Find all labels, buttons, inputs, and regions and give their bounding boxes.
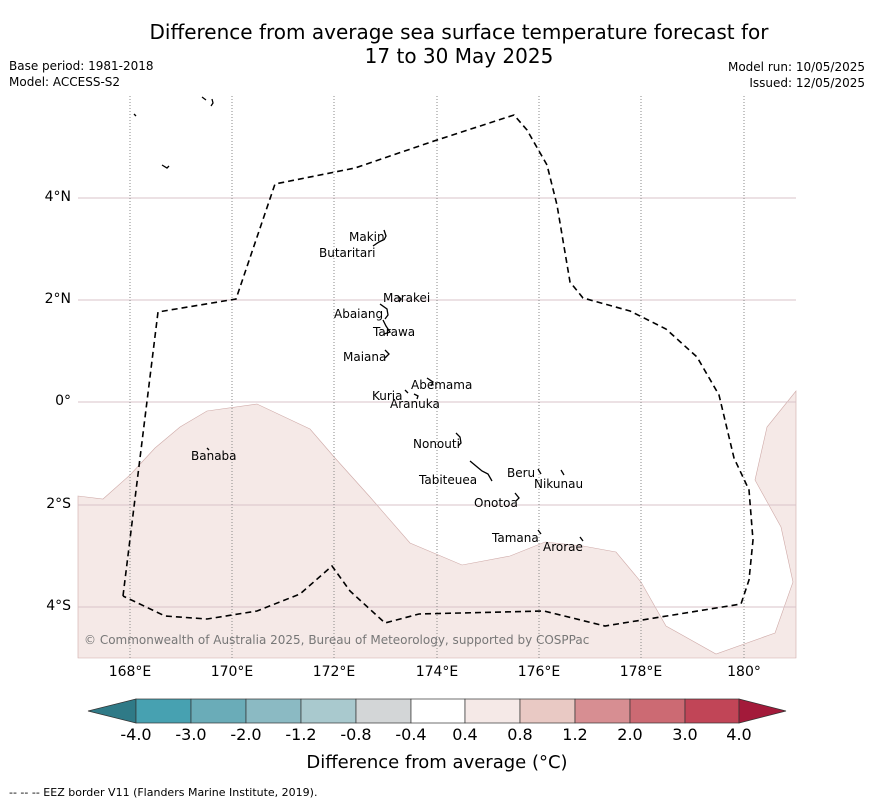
colorbar-tick: -0.4 [395, 725, 427, 744]
colorbar-segment-10 [629, 698, 686, 724]
colorbar-tick: 1.2 [562, 725, 588, 744]
island-banaba [206, 447, 210, 451]
colorbar-segment-6 [410, 698, 466, 724]
title-line-2: 17 to 30 May 2025 [364, 44, 554, 68]
colorbar-segment-3 [245, 698, 302, 724]
label-tamana: Tamana [491, 531, 539, 545]
colorbar-segment-2 [190, 698, 247, 724]
island-abemama [426, 377, 434, 387]
colorbar-segment-11 [684, 698, 740, 724]
island-butaritari [372, 239, 384, 247]
label-kuria: Kuria [372, 389, 403, 403]
lon-label-176e: 176°E [517, 664, 561, 680]
colorbar-title: Difference from average (°C) [306, 752, 568, 773]
lat-label-2n: 2°N [44, 291, 71, 307]
label-tarawa: Tarawa [372, 325, 415, 339]
colorbar [87, 698, 787, 724]
colorbar-tick: 4.0 [726, 725, 752, 744]
colorbar-tick: -3.0 [175, 725, 207, 744]
island-maiana [384, 349, 390, 359]
lon-label-180: 180° [727, 664, 761, 680]
island-tamana [537, 529, 542, 535]
island-arorae [579, 536, 584, 542]
label-onotoa: Onotoa [474, 496, 518, 510]
label-aranuka: Aranuka [390, 397, 440, 411]
colorbar-segment-7 [464, 698, 521, 724]
island-kuria [404, 389, 409, 394]
label-maiana: Maiana [343, 350, 386, 364]
longitude-gridlines [129, 96, 745, 658]
label-arorae: Arorae [543, 540, 583, 554]
lat-label-4n: 4°N [44, 189, 71, 205]
island-north-dot [133, 113, 137, 117]
colorbar-tick: -4.0 [120, 725, 152, 744]
island-nonouti [455, 432, 462, 447]
colorbar-segment-1 [135, 698, 192, 724]
label-beru: Beru [507, 466, 535, 480]
island-marakei [397, 295, 402, 303]
issued-date: Issued: 12/05/2025 [749, 76, 865, 90]
label-abaiang: Abaiang [334, 307, 383, 321]
eez-footnote: -- -- -- EEZ border V11 (Flanders Marine… [9, 786, 318, 799]
lon-label-168e: 168°E [108, 664, 152, 680]
label-marakei: Marakei [383, 291, 430, 305]
meta-right: Model run: 10/05/2025 Issued: 12/05/2025 [728, 59, 865, 91]
title-line-1: Difference from average sea surface temp… [149, 20, 769, 44]
lat-label-4s: 4°S [46, 598, 71, 614]
island-tarawa [382, 319, 392, 335]
lat-label-2s: 2°S [46, 496, 71, 512]
label-banaba: Banaba [191, 449, 237, 463]
label-nonouti: Nonouti [413, 437, 460, 451]
label-tabiteuea: Tabiteuea [418, 473, 477, 487]
meta-left: Base period: 1981-2018 Model: ACCESS-S2 [9, 58, 154, 90]
colorbar-tick: 0.4 [452, 725, 478, 744]
island-abaiang [379, 303, 389, 320]
lon-label-178e: 178°E [619, 664, 663, 680]
colorbar-tick: 3.0 [672, 725, 698, 744]
lat-label-0: 0° [55, 393, 71, 409]
colorbar-segment-5 [355, 698, 412, 724]
colorbar-tick: 0.8 [507, 725, 533, 744]
colorbar-tick: 2.0 [617, 725, 643, 744]
colorbar-tick: -0.8 [340, 725, 372, 744]
colorbar-below-min [87, 698, 137, 724]
label-abemama: Abemama [411, 378, 472, 392]
lon-label-174e: 174°E [415, 664, 459, 680]
island-marshall-fragment [161, 164, 170, 169]
lon-label-170e: 170°E [210, 664, 254, 680]
label-nikunau: Nikunau [534, 477, 583, 491]
island-nauru-fragment-1 [201, 96, 207, 101]
island-nauru-fragment-2 [210, 98, 214, 107]
island-tabiteuea [469, 460, 493, 482]
island-outlines [133, 96, 584, 542]
lon-label-172e: 172°E [312, 664, 356, 680]
label-makin: Makin [349, 230, 385, 244]
model-name: Model: ACCESS-S2 [9, 75, 121, 89]
island-nikunau [560, 469, 565, 476]
map-title: Difference from average sea surface temp… [0, 20, 873, 68]
eez-border [122, 114, 754, 627]
label-butaritari: Butaritari [319, 246, 376, 260]
anomaly-region-southwest [77, 390, 797, 659]
copyright-notice: © Commonwealth of Australia 2025, Bureau… [84, 633, 589, 647]
base-period: Base period: 1981-2018 [9, 59, 154, 73]
colorbar-segment-8 [519, 698, 576, 724]
colorbar-tick: -1.2 [285, 725, 317, 744]
colorbar-segment-4 [300, 698, 357, 724]
colorbar-segment-9 [574, 698, 631, 724]
model-run: Model run: 10/05/2025 [727, 60, 865, 74]
island-beru [537, 468, 542, 475]
island-onotoa [514, 492, 520, 502]
colorbar-tick: -2.0 [230, 725, 262, 744]
island-aranuka [413, 393, 419, 400]
colorbar-above-max [738, 698, 787, 724]
island-makin [383, 229, 387, 241]
